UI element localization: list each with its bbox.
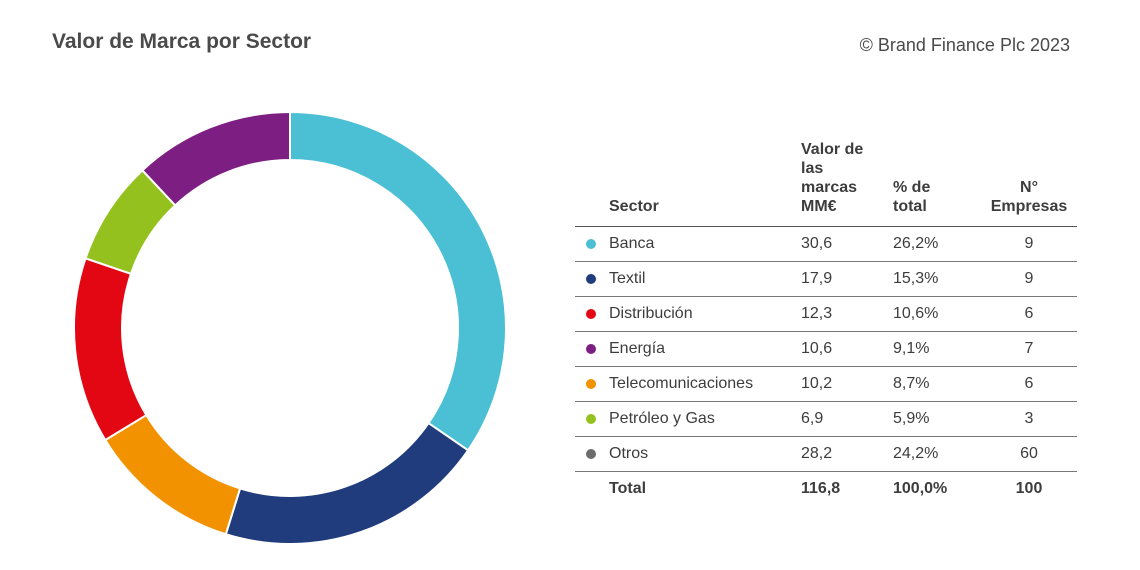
row-pct: 10,6% (893, 296, 981, 332)
row-empresas: 60 (981, 436, 1077, 472)
row-color-cell (575, 436, 609, 472)
sector-table: Sector Valor de las marcas MM€ % de tota… (575, 140, 1077, 506)
row-pct: 5,9% (893, 401, 981, 437)
header-valor-label: Valor de las marcas MM€ (801, 141, 864, 215)
header-empresas-label: N° Empresas (990, 179, 1068, 215)
donut-slice-distribución (73, 257, 148, 442)
row-sector: Petróleo y Gas (609, 401, 801, 437)
row-valor: 10,6 (801, 331, 893, 367)
row-sector: Banca (609, 226, 801, 262)
legend-dot-otros (586, 448, 596, 459)
table-row: Distribución 12,3 10,6% 6 (575, 296, 1077, 332)
total-empresas: 100 (1015, 480, 1043, 497)
total-color-cell (575, 472, 609, 507)
row-color-cell (575, 261, 609, 297)
chart-title: Valor de Marca por Sector (52, 30, 312, 53)
row-sector: Distribución (609, 296, 801, 332)
row-empresas: 3 (981, 401, 1077, 437)
header-sector: Sector (609, 198, 659, 215)
row-valor: 17,9 (801, 261, 893, 297)
row-empresas: 6 (981, 366, 1077, 402)
row-pct: 8,7% (893, 366, 981, 402)
legend-dot-petroleo-gas (586, 413, 596, 424)
table-row: Banca 30,6 26,2% 9 (575, 226, 1077, 262)
table-header-row: Sector Valor de las marcas MM€ % de tota… (575, 140, 1077, 227)
header-valor: Valor de las marcas MM€ (801, 140, 893, 227)
row-color-cell (575, 366, 609, 402)
table-row: Otros 28,2 24,2% 60 (575, 436, 1077, 472)
donut-slice-telecomunicaciones (103, 413, 242, 536)
total-pct: 100,0% (893, 480, 948, 497)
row-color-cell (575, 226, 609, 262)
header-color-cell (575, 140, 609, 227)
legend-dot-distribucion (586, 308, 596, 319)
legend-dot-telecomunicaciones (586, 378, 596, 389)
row-empresas: 9 (981, 226, 1077, 262)
total-label: Total (609, 480, 647, 497)
donut-chart (73, 110, 507, 545)
table-row: Energía 10,6 9,1% 7 (575, 331, 1077, 367)
row-empresas: 6 (981, 296, 1077, 332)
row-valor: 30,6 (801, 226, 893, 262)
row-valor: 10,2 (801, 366, 893, 402)
row-pct: 24,2% (893, 436, 981, 472)
row-pct: 9,1% (893, 331, 981, 367)
table-row: Telecomunicaciones 10,2 8,7% 6 (575, 366, 1077, 402)
row-color-cell (575, 296, 609, 332)
total-valor: 116,8 (801, 480, 841, 497)
row-sector: Otros (609, 436, 801, 472)
donut-slice-energía (140, 110, 291, 207)
row-empresas: 7 (981, 331, 1077, 367)
header-pct: % de total (893, 140, 981, 227)
legend-dot-banca (586, 238, 596, 249)
header-pct-label: % de total (893, 179, 931, 215)
row-sector: Textil (609, 261, 801, 297)
copyright-text: © Brand Finance Plc 2023 (859, 35, 1070, 55)
donut-slice-textil (224, 421, 470, 545)
header-empresas: N° Empresas (981, 140, 1077, 227)
row-sector: Energía (609, 331, 801, 367)
row-pct: 26,2% (893, 226, 981, 262)
row-valor: 6,9 (801, 401, 893, 437)
row-valor: 28,2 (801, 436, 893, 472)
donut-slice-banca (289, 110, 507, 452)
row-sector: Telecomunicaciones (609, 366, 801, 402)
row-color-cell (575, 331, 609, 367)
row-color-cell (575, 401, 609, 437)
legend-dot-textil (586, 273, 596, 284)
table-row: Textil 17,9 15,3% 9 (575, 261, 1077, 297)
row-pct: 15,3% (893, 261, 981, 297)
table-row: Petróleo y Gas 6,9 5,9% 3 (575, 401, 1077, 437)
row-valor: 12,3 (801, 296, 893, 332)
row-empresas: 9 (981, 261, 1077, 297)
legend-dot-energia (586, 343, 596, 354)
table-total-row: Total 116,8 100,0% 100 (575, 472, 1077, 507)
